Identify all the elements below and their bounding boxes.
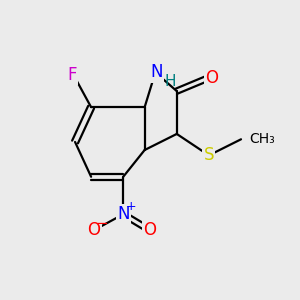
Text: −: − bbox=[95, 216, 108, 231]
Text: S: S bbox=[204, 146, 214, 164]
Text: O: O bbox=[87, 221, 100, 239]
Text: N: N bbox=[117, 205, 130, 223]
Text: N: N bbox=[150, 63, 163, 81]
Text: F: F bbox=[68, 66, 77, 84]
Text: O: O bbox=[205, 69, 218, 87]
Text: +: + bbox=[125, 200, 136, 213]
Text: CH₃: CH₃ bbox=[249, 132, 275, 146]
Text: O: O bbox=[143, 221, 157, 239]
Text: H: H bbox=[164, 74, 176, 89]
